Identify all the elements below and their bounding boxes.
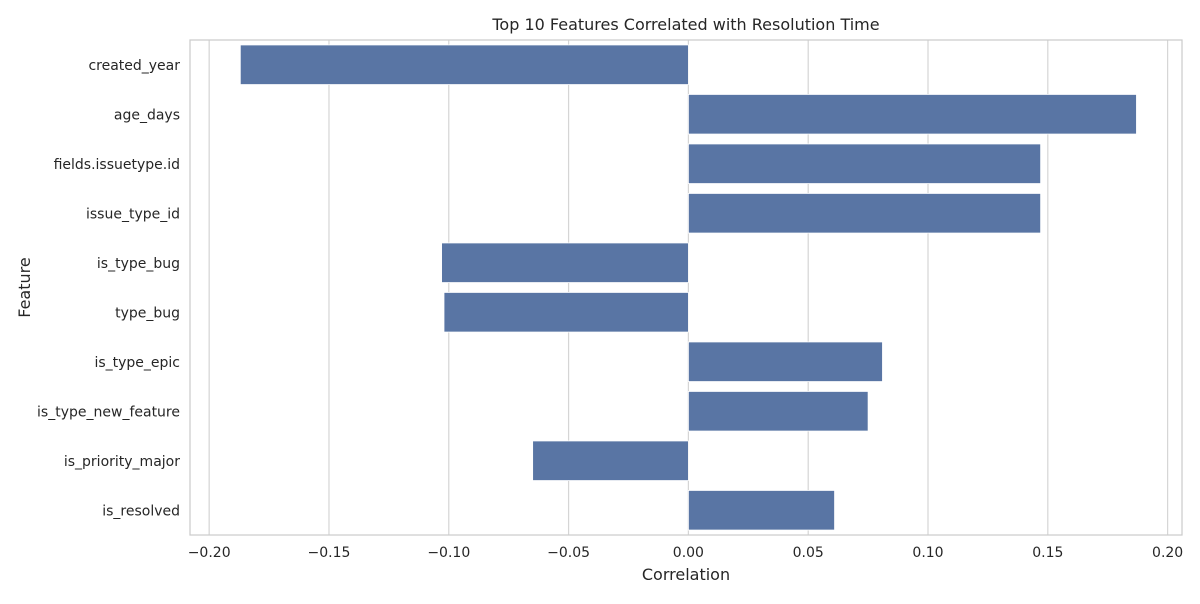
y-tick-label: is_type_bug [97,256,180,272]
y-axis-label: Feature [15,257,34,317]
y-tick-label: age_days [114,107,180,123]
chart-title: Top 10 Features Correlated with Resoluti… [491,15,879,34]
bar-is-type-new-feature [687,391,869,432]
y-tick-label: type_bug [115,305,180,321]
bar-is-priority-major [532,440,689,481]
y-tick-label: created_year [88,58,180,74]
bar-age-days [687,94,1137,135]
x-ticks: −0.20 −0.15 −0.10 −0.05 0.00 0.05 0.10 0.15 0.20 [188,545,1183,561]
bar-created-year [239,44,689,85]
bar-is-resolved [687,490,835,531]
plot-border [189,39,1183,536]
x-tick-label: −0.10 [427,545,470,561]
x-tick-label: −0.05 [547,545,590,561]
x-tick-label: 0.05 [793,545,824,561]
bar-is-type-bug [441,242,689,283]
bar-is-type-epic [687,341,883,382]
y-ticks: created_year age_days fields.issuetype.id i… [37,58,180,520]
y-tick-label: fields.issuetype.id [54,157,180,173]
y-tick-label: is_resolved [102,503,180,519]
y-tick-label: is_priority_major [64,454,180,470]
plot-frame [189,39,1183,536]
x-tick-label: −0.20 [188,545,231,561]
x-tick-label: 0.20 [1152,545,1183,561]
y-tick-label: issue_type_id [86,206,180,222]
bar-fields-issuetype-id [687,143,1042,184]
x-tick-label: 0.10 [912,545,943,561]
x-tick-label: −0.15 [308,545,351,561]
x-tick-label: 0.00 [673,545,704,561]
y-tick-label: is_type_epic [94,355,180,371]
bar-issue-type-id [687,193,1042,234]
x-axis-label: Correlation [642,565,730,584]
y-tick-label: is_type_new_feature [37,404,180,420]
x-tick-label: 0.15 [1032,545,1063,561]
bars [239,44,1137,531]
bar-type-bug [443,292,689,333]
